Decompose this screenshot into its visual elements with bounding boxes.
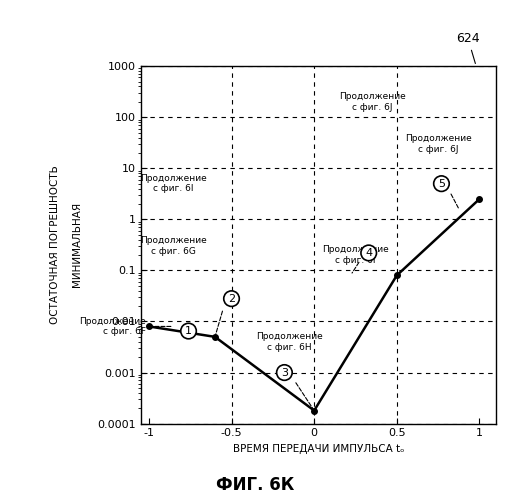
- Text: МИНИМАЛЬНАЯ: МИНИМАЛЬНАЯ: [72, 202, 82, 287]
- Text: Продолжение
с фиг. 6F: Продолжение с фиг. 6F: [79, 317, 146, 336]
- Text: 624: 624: [456, 32, 480, 63]
- Text: Продолжение
с фиг. 6J: Продолжение с фиг. 6J: [339, 92, 405, 112]
- Text: Продолжение
с фиг. 6I: Продолжение с фиг. 6I: [141, 174, 207, 193]
- Text: Продолжение
с фиг. 6G: Продолжение с фиг. 6G: [141, 237, 207, 256]
- Text: 2: 2: [228, 293, 235, 304]
- Text: Продолжение
с фиг. 6J: Продолжение с фиг. 6J: [405, 134, 472, 154]
- Text: 1: 1: [185, 326, 192, 336]
- X-axis label: ВРЕМЯ ПЕРЕДАЧИ ИМПУЛЬСА tₒ: ВРЕМЯ ПЕРЕДАЧИ ИМПУЛЬСА tₒ: [233, 444, 404, 454]
- Text: Продолжение
с фиг. 6I: Продолжение с фиг. 6I: [322, 246, 389, 265]
- Text: ФИГ. 6К: ФИГ. 6К: [216, 476, 295, 494]
- Text: ОСТАТОЧНАЯ ПОГРЕШНОСТЬ: ОСТАТОЧНАЯ ПОГРЕШНОСТЬ: [50, 166, 60, 324]
- Text: 4: 4: [365, 248, 373, 258]
- Text: 3: 3: [281, 368, 288, 378]
- Text: Продолжение
с фиг. 6H: Продолжение с фиг. 6H: [256, 332, 323, 351]
- Text: 5: 5: [438, 179, 445, 189]
